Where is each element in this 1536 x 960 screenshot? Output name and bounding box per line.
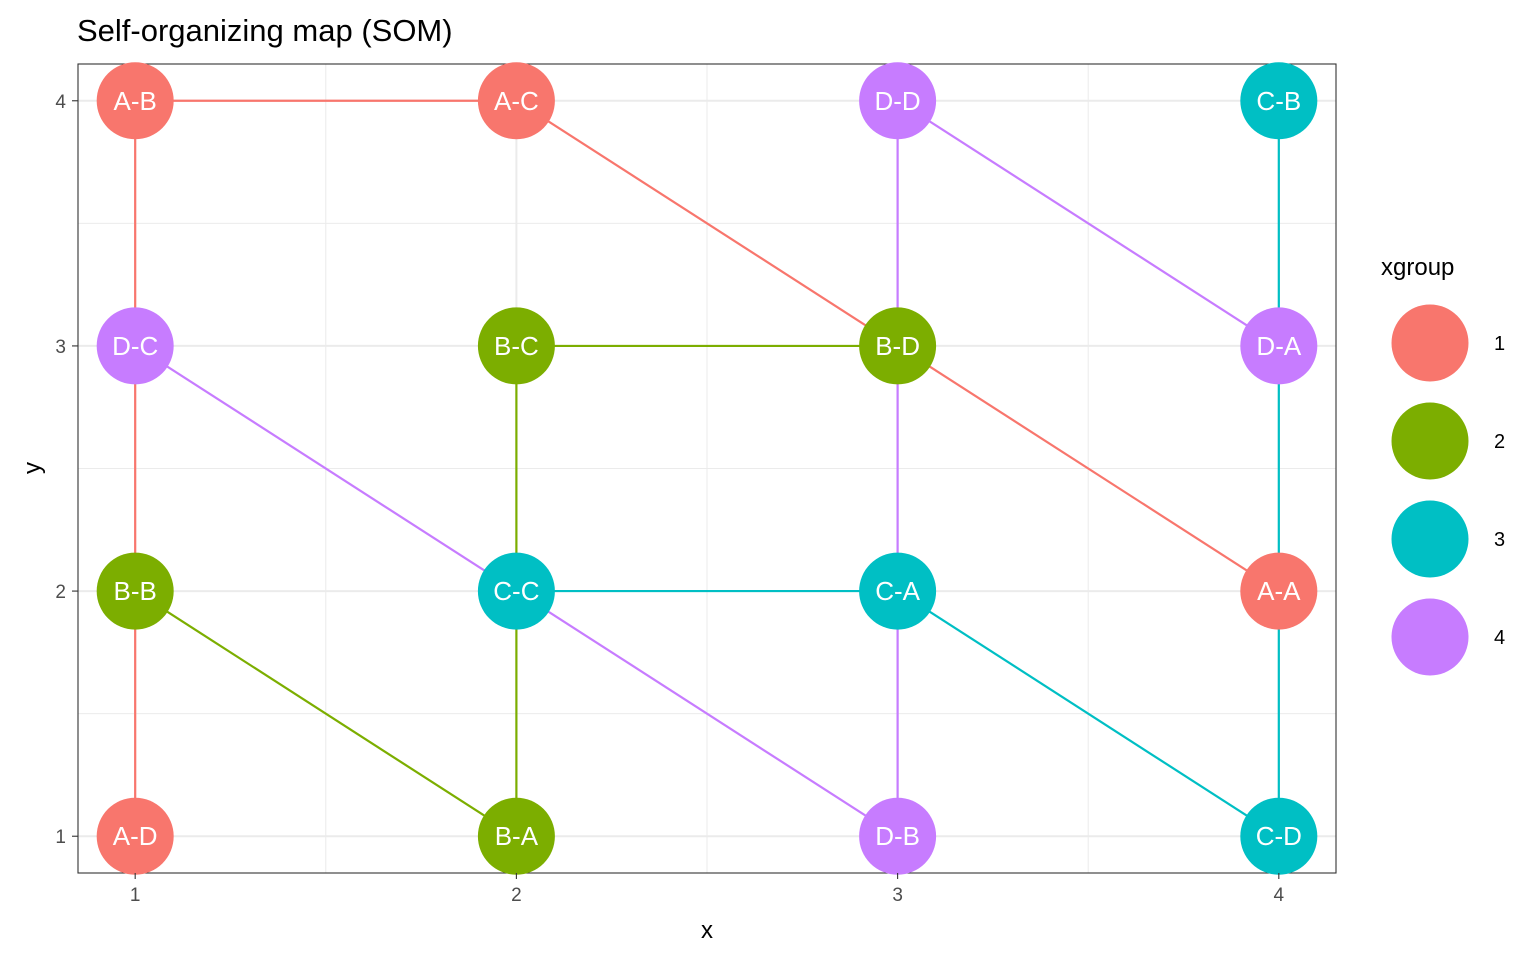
- legend-key: [1391, 304, 1469, 382]
- node-label: A-A: [1257, 576, 1301, 606]
- edge-line: [897, 590, 1280, 838]
- x-tick-label: 2: [511, 885, 522, 906]
- legend: xgroup 1 2 3 4: [1381, 254, 1505, 676]
- node-label: B-A: [495, 821, 539, 851]
- x-tick-label: 4: [1274, 885, 1285, 906]
- chart-title: Self-organizing map (SOM): [77, 13, 453, 48]
- node-point: [96, 797, 174, 875]
- node-point: [1240, 797, 1318, 875]
- x-tick-label: 3: [892, 885, 903, 906]
- node-point: [96, 307, 174, 385]
- y-tick-label: 2: [55, 582, 66, 603]
- node-point: [1240, 552, 1318, 630]
- y-tick-label: 4: [55, 92, 66, 113]
- node-label: D-C: [112, 331, 158, 361]
- legend-label: 1: [1494, 333, 1505, 355]
- node-point: [1240, 307, 1318, 385]
- node-point: [1240, 62, 1318, 140]
- node-label: B-D: [875, 331, 920, 361]
- node-label: C-D: [1256, 821, 1302, 851]
- legend-entries: 1 2 3 4: [1391, 304, 1505, 676]
- plot-panel-border: [77, 63, 1337, 874]
- node-point: [477, 62, 555, 140]
- legend-key: [1391, 402, 1469, 480]
- axes-layer: 1 2 3 4 1 2 3 4: [55, 92, 1284, 906]
- edge-line: [897, 344, 1280, 593]
- node-label: C-A: [875, 576, 920, 606]
- legend-title: xgroup: [1381, 254, 1454, 281]
- node-point: [96, 62, 174, 140]
- edge-line: [515, 99, 899, 347]
- y-axis-title: y: [19, 462, 46, 474]
- node-label: A-C: [494, 86, 539, 116]
- node-label: D-A: [1256, 331, 1301, 361]
- node-point: [859, 62, 937, 140]
- x-axis-title: x: [701, 917, 713, 944]
- node-point: [477, 307, 555, 385]
- edges-layer: [134, 99, 1280, 838]
- legend-label: 4: [1494, 627, 1505, 649]
- legend-label: 3: [1494, 529, 1505, 551]
- y-tick-label: 3: [55, 337, 66, 358]
- node-point: [477, 797, 555, 875]
- legend-key: [1391, 598, 1469, 676]
- node-point: [477, 552, 555, 630]
- legend-label: 2: [1494, 431, 1505, 453]
- node-point: [859, 552, 937, 630]
- node-label: C-C: [493, 576, 539, 606]
- edge-line: [515, 590, 899, 838]
- edge-line: [134, 590, 517, 838]
- node-label: A-D: [113, 821, 158, 851]
- node-label: D-B: [875, 821, 920, 851]
- y-tick-label: 1: [55, 827, 66, 848]
- legend-key: [1391, 500, 1469, 578]
- node-label: A-B: [114, 86, 157, 116]
- points-layer: A-B A-C D-D C-B D-C B-C B-D D-A B-B C-C C-A A-A A-D B…: [96, 62, 1318, 875]
- node-label: B-C: [494, 331, 539, 361]
- node-label: B-B: [114, 576, 157, 606]
- node-point: [859, 307, 937, 385]
- node-point: [859, 797, 937, 875]
- x-tick-label: 1: [130, 885, 141, 906]
- node-label: D-D: [874, 86, 920, 116]
- edge-line: [897, 99, 1280, 347]
- edge-line: [134, 344, 517, 593]
- node-point: [96, 552, 174, 630]
- node-label: C-B: [1256, 86, 1301, 116]
